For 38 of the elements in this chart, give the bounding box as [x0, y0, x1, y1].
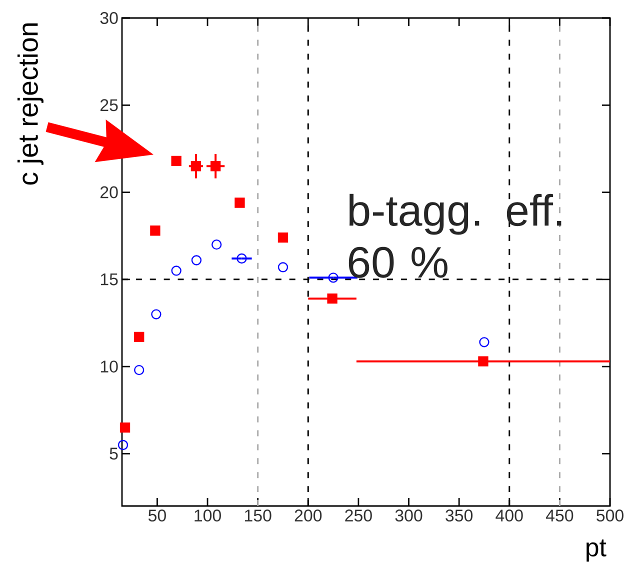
point: [210, 161, 221, 172]
point: [234, 198, 245, 208]
y-tick-label: 30: [100, 12, 118, 24]
point: [327, 294, 338, 304]
point: [236, 253, 247, 264]
point: [278, 262, 288, 272]
point: [118, 440, 128, 450]
point: [134, 332, 144, 342]
x-tick-label: 150: [245, 510, 272, 522]
point: [134, 364, 144, 376]
y-tick-label: 5: [110, 448, 118, 460]
point: [278, 232, 288, 243]
x-tick-label: 450: [546, 510, 574, 522]
annotation: b-tagg. eff. 60 %: [348, 194, 562, 278]
point: [151, 309, 162, 320]
y-tick-label: 20: [100, 186, 118, 198]
point: [328, 272, 338, 283]
point: [478, 356, 488, 366]
x-tick-label: 250: [345, 510, 372, 522]
point: [150, 226, 160, 236]
point: [171, 266, 182, 276]
y-tick-label: 15: [100, 274, 118, 286]
x-tick-label: 350: [446, 510, 473, 522]
x-tick-label: 400: [496, 510, 523, 522]
y-tick-label: 25: [100, 99, 118, 112]
x-tick-label: 50: [148, 510, 166, 522]
point: [171, 156, 182, 166]
point: [212, 239, 222, 250]
x-tick-label: 300: [395, 510, 422, 522]
x-tick-label: 500: [596, 510, 624, 522]
point: [191, 255, 202, 266]
point: [120, 422, 130, 433]
y-tick-label: 10: [100, 360, 118, 373]
x-tick-label: 100: [194, 510, 221, 522]
point: [479, 337, 490, 348]
y-axis-title: c jet rejection: [17, 23, 44, 185]
x-axis-title: pt: [586, 540, 606, 562]
x-tick-label: 200: [294, 510, 322, 522]
